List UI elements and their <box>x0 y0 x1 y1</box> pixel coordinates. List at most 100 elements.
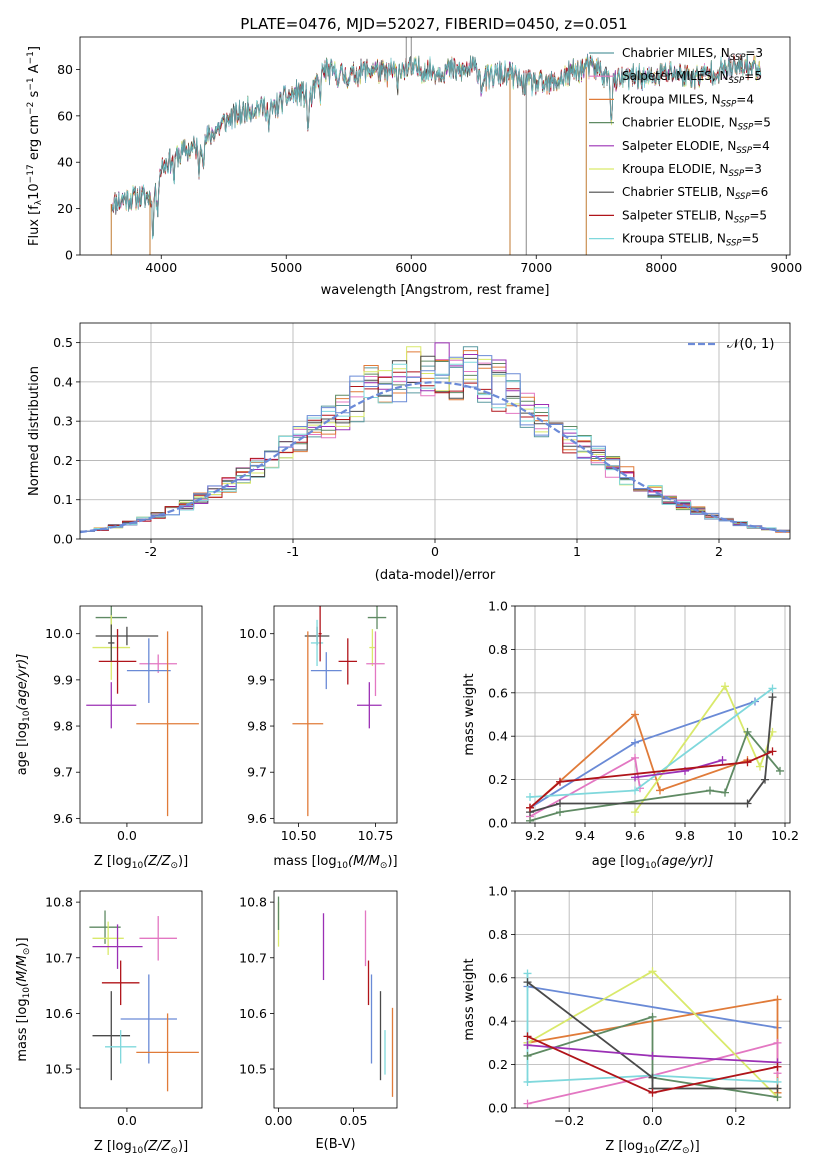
age_vs_Z-axes: 0.0 9.6 9.7 9.8 9.9 10.0 <box>45 626 137 843</box>
age_vs_mass-ytick-label: 9.8 <box>247 719 267 734</box>
mass_vs_ebv-ytick-label: 10.5 <box>239 1062 267 1077</box>
age-vs-Z-ylabel: age [log10(age/yr)] <box>15 654 32 776</box>
residuals-xtick-label: 1 <box>573 544 581 559</box>
histogram-kroupa-stelib <box>80 361 790 532</box>
legend-entry: Kroupa MILES, NSSP=4 <box>622 92 754 109</box>
massweight_vs_age-marker <box>776 766 784 775</box>
massweight_vs_age-xtick-label: 10.2 <box>771 828 799 843</box>
spectrum-ytick-label: 20 <box>57 201 73 216</box>
residuals-ylabel: Normed distribution <box>27 366 42 496</box>
massweight_vs_age-marker <box>526 816 534 823</box>
massweight_vs_Z-ytick-label: 0.2 <box>488 1057 508 1072</box>
massweight-vs-Z-xlabel: Z [log10(Z/Z⊙)] <box>605 1139 699 1156</box>
massweight_vs_age-marker <box>556 799 564 808</box>
massweight_vs_Z-frame <box>514 890 791 1109</box>
spectrum-ytick-label: 80 <box>57 62 73 77</box>
residuals-ytick-label: 0.2 <box>53 453 73 468</box>
legend-entry: Chabrier STELIB, NSSP=6 <box>622 185 768 202</box>
massweight_vs_Z-marker <box>773 1038 782 1047</box>
mass_vs_Z-ytick-label: 10.6 <box>45 1006 73 1021</box>
massweight_vs_age-marker <box>743 799 752 808</box>
massweight_vs_Z-marker <box>773 1062 782 1071</box>
massweight_vs_Z-marker <box>648 1073 657 1082</box>
normal-legend-label: 𝒩(0, 1) <box>727 337 774 352</box>
age_vs_Z-ytick-label: 9.8 <box>53 719 73 734</box>
massweight_vs_age-ytick-label: 0.2 <box>488 772 508 787</box>
massweight_vs_age-marker <box>631 808 639 817</box>
massweight_vs_age-marker <box>721 788 729 797</box>
massweight_vs_Z-marker <box>523 1032 532 1041</box>
massweight_vs_Z-series-chabrier-stelib <box>526 981 778 1090</box>
massweight_vs_Z-marker <box>773 995 782 1004</box>
mass_vs_ebv-ytick-label: 10.6 <box>239 1006 267 1021</box>
massweight_vs_Z-xtick-label: 0.2 <box>726 1113 746 1128</box>
massweight_vs_age-ytick-label: 1.0 <box>488 599 508 614</box>
spectrum-ylabel: Flux [fλ10−17 erg cm−2 s−1 A−1] <box>26 46 44 246</box>
massweight_vs_age-ytick-label: 0.6 <box>488 685 508 700</box>
massweight_vs_Z-marker <box>773 1084 782 1093</box>
age_vs_Z-ytick-label: 9.6 <box>53 811 73 826</box>
massweight_vs_age-marker <box>631 786 639 795</box>
massweight_vs_age-marker <box>526 792 534 801</box>
residuals-ytick-label: 0.3 <box>53 414 73 429</box>
massweight_vs_age-xtick-label: 9.2 <box>525 828 545 843</box>
massweight-vs-age-xlabel: age [log10(age/yr)] <box>592 854 714 871</box>
age_vs_Z-xtick-label: 0.0 <box>117 828 137 843</box>
age_vs_Z-ytick-label: 10.0 <box>45 626 73 641</box>
massweight_vs_age-marker <box>706 786 714 795</box>
mass_vs_ebv-frame <box>273 890 398 1109</box>
massweight_vs_Z-series-kroupa-stelib <box>526 973 778 1083</box>
residuals-xtick-label: -2 <box>145 544 157 559</box>
massweight_vs_Z-ytick-label: 0.8 <box>488 927 508 942</box>
massweight_vs_age-xtick-label: 9.6 <box>625 828 645 843</box>
massweight_vs_age-series-salpeter-stelib <box>529 750 773 809</box>
mass_vs_Z-point <box>92 924 143 969</box>
mass_vs_Z-ytick-label: 10.8 <box>45 895 73 910</box>
massweight_vs_Z-marker <box>648 1051 657 1060</box>
age_vs_Z-point <box>108 624 115 662</box>
massweight_vs_Z-marker <box>648 1012 657 1021</box>
massweight-vs-age-ylabel: mass weight <box>462 673 477 755</box>
massweight_vs_Z-xtick-label: −0.2 <box>554 1113 584 1128</box>
massweight_vs_age-marker <box>656 786 664 795</box>
mass_vs_Z-ytick-label: 10.7 <box>45 950 73 965</box>
spectrum-frame <box>79 36 791 256</box>
age_vs_mass-point <box>357 682 382 729</box>
massweight_vs_age-marker <box>631 753 639 762</box>
spectrum-ytick-label: 0 <box>65 248 73 263</box>
massweight_vs_Z-marker <box>773 1093 782 1102</box>
age_vs_Z-point <box>95 626 159 646</box>
age_vs_mass-ytick-label: 9.9 <box>247 672 267 687</box>
spectrum-xtick-label: 8000 <box>645 260 677 275</box>
massweight_vs_age-marker <box>743 758 752 767</box>
age_vs_mass-axes: 10.50 10.75 9.6 9.7 9.8 9.9 10.0 <box>239 626 393 843</box>
massweight_vs_age-xtick-label: 9.4 <box>575 828 595 843</box>
residuals-xtick-label: 0 <box>431 544 439 559</box>
spectrum-ytick-label: 60 <box>57 108 73 123</box>
spectrum-xtick-label: 4000 <box>145 260 177 275</box>
massweight_vs_Z-marker <box>523 978 532 987</box>
massweight_vs_Z-xtick-label: 0.0 <box>643 1113 663 1128</box>
massweight_vs_age-series-kroupa-elodie <box>634 684 774 813</box>
massweight_vs_Z-marker <box>648 1088 657 1097</box>
normal-curve <box>80 381 788 534</box>
massweight_vs_Z-ytick-label: 0.6 <box>488 970 508 985</box>
legend-entry: Kroupa ELODIE, NSSP=3 <box>622 162 762 179</box>
massweight_vs_age-xtick-label: 10 <box>727 828 743 843</box>
massweight_vs_age-series-kroupa-miles <box>529 712 748 809</box>
massweight_vs_Z-series-blue-model <box>527 985 778 1029</box>
mass_vs_Z-point <box>120 974 177 1064</box>
massweight_vs_age-series-chabrier-elodie <box>529 730 781 822</box>
legend-entry: Kroupa STELIB, NSSP=5 <box>622 232 759 249</box>
massweight_vs_Z-ytick-label: 0.0 <box>488 1101 508 1116</box>
massweight_vs_age-xtick-label: 9.8 <box>675 828 695 843</box>
mass_vs_ebv-ytick-label: 10.8 <box>239 895 267 910</box>
massweight_vs_Z-marker <box>523 1099 532 1108</box>
massweight_vs_age-marker <box>768 684 777 693</box>
residuals-ytick-label: 0.4 <box>53 374 73 389</box>
mass_vs_ebv-xtick-label: 0.00 <box>265 1113 293 1128</box>
massweight_vs_Z-marker <box>523 1051 532 1060</box>
age-vs-mass-xlabel: mass [log10(M/M⊙)] <box>273 854 397 871</box>
age_vs_mass-point <box>369 629 376 667</box>
residuals-ytick-label: 0.1 <box>53 492 73 507</box>
